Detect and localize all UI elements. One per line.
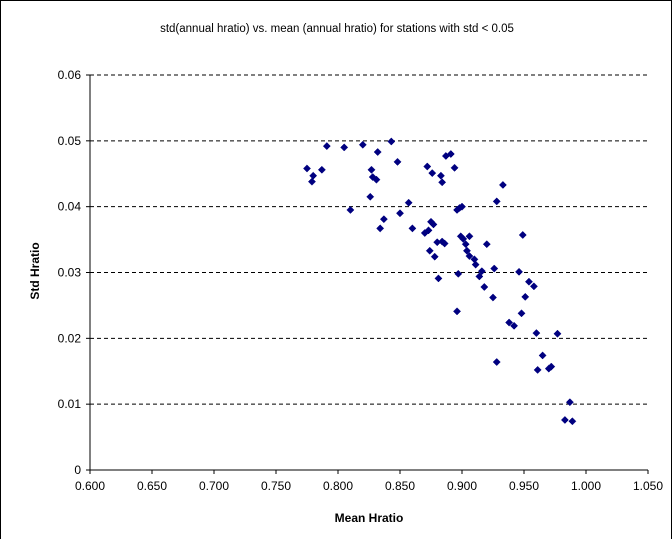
data-point — [498, 180, 507, 189]
data-point — [446, 150, 455, 158]
data-point — [521, 292, 530, 301]
data-point — [379, 215, 388, 224]
data-point — [565, 398, 574, 407]
data-point — [454, 269, 463, 278]
data-point — [515, 267, 523, 276]
data-point — [440, 239, 449, 248]
data-point — [317, 165, 326, 174]
data-point — [518, 231, 527, 239]
data-point — [376, 224, 385, 233]
data-point — [505, 318, 514, 327]
data-point — [458, 202, 466, 211]
data-point — [408, 224, 417, 233]
data-point — [393, 157, 402, 166]
data-point — [367, 165, 376, 174]
data-point — [429, 220, 438, 229]
data-point — [480, 283, 489, 291]
data-point — [423, 162, 432, 171]
data-point — [475, 272, 484, 281]
data-point — [532, 329, 541, 338]
data-point — [453, 307, 461, 316]
data-point — [465, 232, 474, 241]
x-tick-label: 0.800 — [323, 479, 353, 493]
y-axis-title: Std Hratio — [28, 242, 42, 299]
data-point — [396, 209, 404, 218]
data-points — [303, 137, 577, 426]
data-point — [366, 192, 375, 201]
data-point — [425, 246, 434, 255]
y-tick-label: 0 — [74, 463, 81, 477]
data-point — [322, 142, 331, 151]
data-point — [461, 240, 470, 249]
data-point — [482, 240, 491, 249]
data-point — [438, 178, 447, 187]
data-point — [368, 173, 377, 181]
data-point — [533, 365, 542, 374]
data-point — [477, 267, 486, 276]
data-point — [490, 264, 499, 273]
x-tick-label: 0.750 — [261, 479, 291, 493]
data-point — [303, 164, 311, 173]
data-point — [471, 260, 480, 269]
data-point — [424, 226, 433, 235]
data-point — [560, 416, 569, 424]
data-point — [373, 148, 382, 156]
data-point — [529, 282, 538, 291]
y-tick-label: 0.04 — [58, 200, 82, 214]
data-point — [547, 362, 556, 371]
data-point — [436, 171, 445, 180]
data-point — [358, 140, 367, 149]
data-point — [510, 321, 519, 330]
data-point — [517, 309, 526, 318]
data-point — [404, 198, 413, 207]
data-point — [428, 169, 437, 178]
data-point — [492, 358, 501, 366]
axes — [86, 74, 649, 474]
y-tick-label: 0.05 — [58, 134, 82, 148]
data-point — [346, 206, 355, 214]
x-tick-label: 0.650 — [137, 479, 167, 493]
data-point — [553, 329, 562, 338]
data-point — [434, 274, 443, 283]
grid-lines — [90, 74, 648, 405]
data-point — [568, 417, 577, 426]
data-point — [463, 246, 471, 255]
tick-labels: 0 0.01 0.02 0.03 0.04 0.05 0.06 0.600 0.650 0.700… — [58, 68, 664, 493]
data-point — [309, 171, 318, 180]
data-point — [372, 175, 381, 184]
x-tick-label: 1.050 — [633, 479, 663, 493]
y-tick-label: 0.02 — [58, 331, 82, 345]
x-tick-label: 0.600 — [75, 479, 105, 493]
data-point — [308, 177, 316, 186]
data-point — [525, 277, 533, 286]
data-point — [465, 252, 474, 260]
chart-title: std(annual hratio) vs. mean (annual hrat… — [160, 23, 514, 35]
y-tick-label: 0.06 — [58, 68, 82, 82]
x-tick-label: 0.950 — [509, 479, 539, 493]
data-point — [430, 252, 439, 261]
x-tick-label: 0.900 — [447, 479, 477, 493]
data-point — [489, 293, 497, 302]
x-axis-title: Mean Hratio — [335, 511, 404, 525]
data-point — [459, 234, 468, 243]
x-tick-label: 1.000 — [571, 479, 601, 493]
data-point — [340, 143, 349, 152]
data-point — [492, 197, 501, 206]
x-tick-label: 0.700 — [199, 479, 229, 493]
data-point — [450, 163, 459, 172]
data-point — [387, 137, 396, 146]
y-tick-label: 0.01 — [58, 397, 82, 411]
x-tick-label: 0.850 — [385, 479, 415, 493]
data-point — [538, 351, 547, 360]
y-tick-label: 0.03 — [58, 266, 82, 280]
